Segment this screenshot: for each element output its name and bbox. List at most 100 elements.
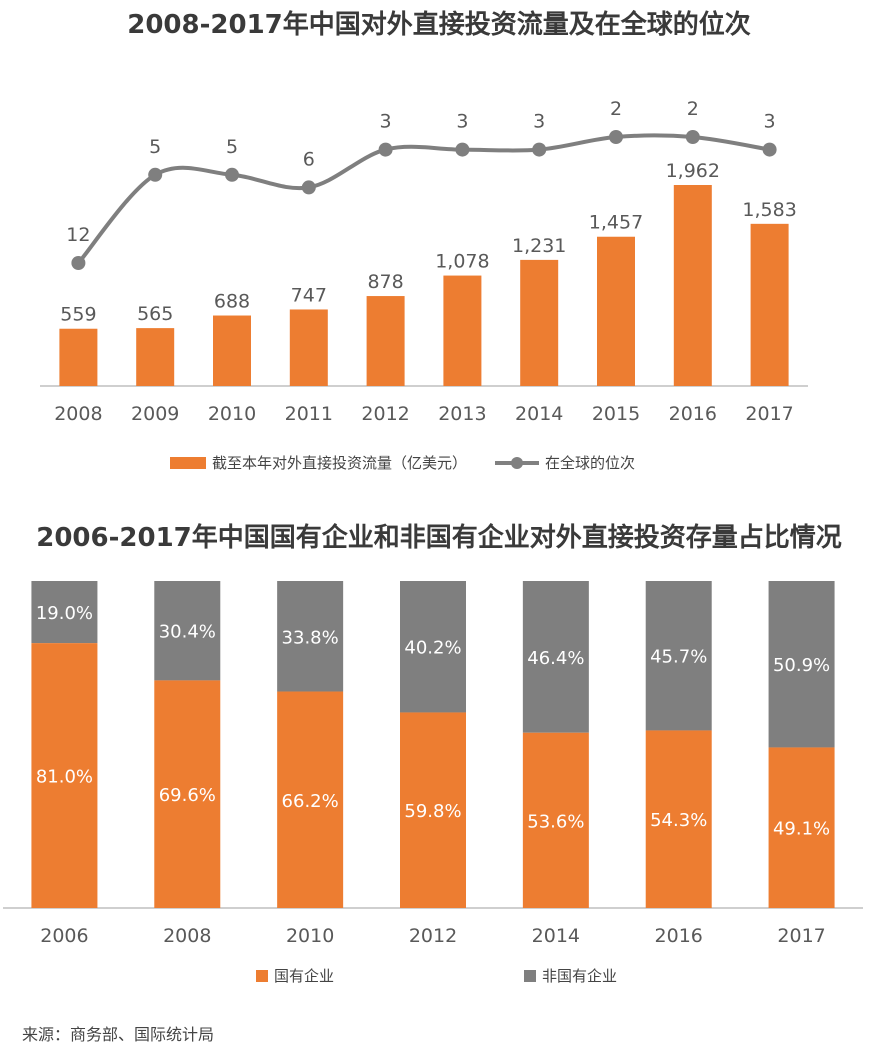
bar-2016 — [673, 185, 712, 386]
bar-soe-2017 — [768, 747, 835, 908]
rank-point-2017 — [762, 142, 777, 157]
bar-soe-2006 — [31, 643, 98, 908]
bar-value-label-2013: 1,078 — [435, 251, 489, 273]
x-tick-label-2017: 2017 — [777, 925, 825, 947]
bar-soe-2010 — [277, 691, 344, 908]
rank-label-2015: 2 — [610, 98, 622, 120]
rank-point-2011 — [301, 180, 316, 195]
bar-value-label-2015: 1,457 — [589, 212, 643, 234]
bar-2015 — [597, 236, 635, 386]
chart2-title: 2006-2017年中国国有企业和非国有企业对外直接投资存量占比情况 — [36, 523, 842, 553]
bar-soe-2016 — [645, 730, 712, 908]
source-note: 来源：商务部、国际统计局 — [22, 1025, 215, 1044]
bar-soe-2008 — [154, 680, 221, 908]
legend-item-rank: 在全球的位次 — [495, 452, 635, 473]
legend-swatch-flow — [170, 456, 206, 469]
rank-label-2011: 6 — [303, 148, 315, 170]
x-tick-label-2006: 2006 — [40, 925, 88, 947]
bar-value-label-2017: 1,583 — [742, 199, 796, 221]
rank-label-2014: 3 — [533, 111, 545, 133]
x-tick-label-2013: 2013 — [438, 403, 486, 425]
rank-line — [76, 133, 770, 265]
bar-value-label-2012: 878 — [367, 271, 403, 293]
bar-value-label-2010: 688 — [214, 291, 250, 313]
label-soe-2008: 69.6% — [159, 785, 216, 806]
label-non-soe-2017: 50.9% — [773, 655, 830, 676]
legend-label-rank: 在全球的位次 — [545, 454, 636, 472]
x-tick-label-2017: 2017 — [745, 403, 793, 425]
x-tick-label-2011: 2011 — [285, 403, 333, 425]
chart1-legend: 截至本年对外直接投资流量（亿美元） 在全球的位次 — [170, 452, 663, 473]
x-tick-label-2008: 2008 — [54, 403, 102, 425]
x-tick-label-2010: 2010 — [286, 925, 334, 947]
x-tick-label-2014: 2014 — [515, 403, 563, 425]
rank-label-2008: 12 — [66, 224, 90, 246]
bar-2014 — [520, 259, 559, 386]
bar-2012 — [366, 296, 405, 386]
bar-2013 — [443, 275, 482, 386]
legend-label-non-soe: 非国有企业 — [542, 967, 618, 985]
legend-item-non-soe: 非国有企业 — [524, 965, 617, 986]
rank-label-2017: 3 — [764, 111, 776, 133]
bar-2008 — [59, 328, 98, 386]
bar-2017 — [750, 223, 789, 386]
rank-label-2010: 5 — [226, 136, 238, 158]
label-soe-2017: 49.1% — [773, 819, 830, 840]
bar-non-soe-2010 — [277, 581, 344, 692]
label-non-soe-2010: 33.8% — [282, 627, 339, 648]
rank-label-2013: 3 — [456, 111, 468, 133]
rank-point-2009 — [148, 167, 163, 182]
x-tick-label-2015: 2015 — [592, 403, 640, 425]
bar-value-label-2011: 747 — [291, 284, 327, 306]
x-tick-label-2008: 2008 — [163, 925, 211, 947]
bar-value-label-2009: 565 — [137, 303, 173, 325]
bar-non-soe-2008 — [154, 581, 221, 681]
bar-non-soe-2017 — [768, 581, 835, 748]
label-non-soe-2016: 45.7% — [650, 647, 707, 668]
rank-point-2010 — [225, 167, 239, 182]
rank-label-2009: 5 — [149, 136, 161, 158]
legend-swatch-non-soe — [524, 969, 537, 982]
chart1-title: 2008-2017年中国对外直接投资流量及在全球的位次 — [127, 10, 751, 40]
label-soe-2006: 81.0% — [36, 767, 93, 788]
x-tick-label-2010: 2010 — [208, 403, 256, 425]
bar-value-label-2014: 1,231 — [512, 235, 566, 257]
bar-value-label-2016: 1,962 — [666, 160, 720, 182]
x-tick-label-2016: 2016 — [669, 403, 717, 425]
x-tick-label-2012: 2012 — [361, 403, 409, 425]
rank-point-2012 — [378, 142, 393, 157]
bar-soe-2014 — [522, 732, 589, 908]
legend-item-flow: 截至本年对外直接投资流量（亿美元） — [170, 452, 467, 473]
fdi-flow-chart: 559200856520096882010747201187820121,078… — [40, 98, 808, 425]
bar-non-soe-2016 — [645, 581, 712, 731]
rank-label-2012: 3 — [380, 111, 392, 133]
rank-point-2008 — [71, 256, 86, 270]
legend-swatch-rank — [495, 456, 540, 469]
x-tick-label-2016: 2016 — [655, 925, 703, 947]
x-tick-label-2014: 2014 — [532, 925, 580, 947]
label-non-soe-2006: 19.0% — [36, 603, 93, 624]
legend-item-soe: 国有企业 — [256, 965, 334, 986]
rank-point-2014 — [532, 142, 547, 157]
bar-soe-2012 — [400, 712, 466, 908]
bar-non-soe-2012 — [400, 581, 466, 713]
bar-value-label-2008: 559 — [60, 304, 96, 326]
rank-label-2016: 2 — [687, 98, 699, 120]
legend-swatch-soe — [256, 969, 268, 982]
label-soe-2016: 54.3% — [650, 810, 707, 831]
x-tick-label-2012: 2012 — [409, 925, 457, 947]
label-soe-2010: 66.2% — [282, 791, 339, 812]
label-non-soe-2012: 40.2% — [404, 638, 461, 659]
bar-2011 — [289, 309, 328, 386]
bar-2010 — [213, 315, 251, 386]
rank-point-2016 — [685, 130, 700, 144]
label-soe-2012: 59.8% — [404, 801, 461, 822]
legend-label-soe: 国有企业 — [274, 967, 335, 985]
bar-2009 — [136, 328, 175, 386]
legend-label-flow: 截至本年对外直接投资流量（亿美元） — [212, 454, 468, 472]
x-tick-label-2009: 2009 — [131, 403, 179, 425]
chart2-legend: 国有企业 非国有企业 — [256, 965, 645, 986]
label-non-soe-2014: 46.4% — [527, 648, 584, 669]
rank-point-2013 — [455, 142, 470, 157]
bar-non-soe-2014 — [522, 581, 589, 733]
